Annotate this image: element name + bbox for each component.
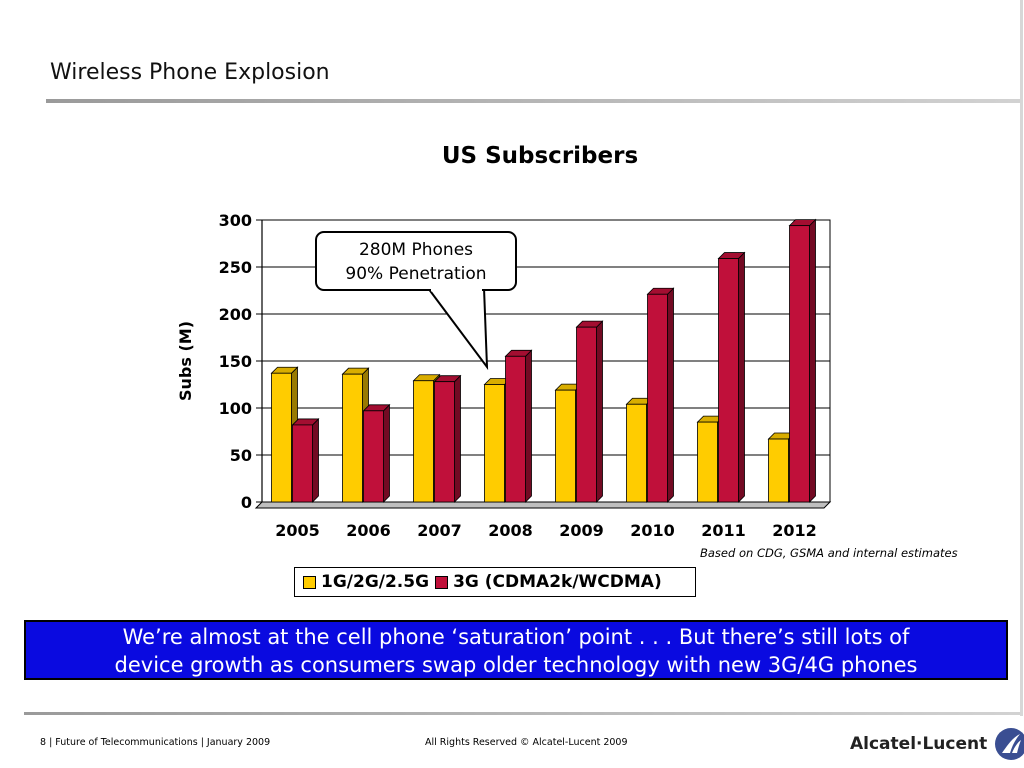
callout-line-1: We’re almost at the cell phone ‘saturati… bbox=[122, 625, 910, 649]
x-tick-label: 2008 bbox=[488, 521, 533, 540]
y-tick-label: 150 bbox=[219, 352, 252, 371]
bar-series2 bbox=[363, 410, 384, 503]
bar-series2 bbox=[576, 326, 597, 503]
title-divider bbox=[46, 99, 1020, 103]
logo-wordmark: Alcatel·Lucent bbox=[850, 734, 988, 754]
legend-label-series1: 1G/2G/2.5G bbox=[321, 572, 430, 592]
bar-series1 bbox=[555, 389, 576, 503]
y-tick-label: 300 bbox=[219, 211, 252, 230]
plot-floor bbox=[254, 501, 832, 509]
bar-series1 bbox=[271, 372, 292, 503]
y-tick-label: 200 bbox=[219, 305, 252, 324]
chart-legend: 1G/2G/2.5G 3G (CDMA2k/WCDMA) bbox=[294, 567, 696, 597]
footer-copyright: All Rights Reserved © Alcatel-Lucent 200… bbox=[425, 737, 628, 748]
legend-item-series1: 1G/2G/2.5G bbox=[303, 572, 429, 592]
callout-line-2: device growth as consumers swap older te… bbox=[114, 653, 918, 677]
logo-icon bbox=[995, 728, 1024, 760]
x-tick-label: 2012 bbox=[772, 521, 817, 540]
bar-side bbox=[596, 320, 603, 503]
x-tick-label: 2006 bbox=[346, 521, 391, 540]
slide-title: Wireless Phone Explosion bbox=[50, 60, 330, 85]
bar-series2 bbox=[292, 424, 313, 503]
company-logo: Alcatel·Lucent bbox=[850, 726, 1024, 762]
bar-series1 bbox=[413, 380, 434, 503]
chart-title: US Subscribers bbox=[441, 143, 639, 169]
source-note: Based on CDG, GSMA and internal estimate… bbox=[700, 546, 958, 560]
y-tick-label: 0 bbox=[241, 493, 252, 512]
y-tick-label: 250 bbox=[219, 258, 252, 277]
bar-series1 bbox=[342, 373, 363, 503]
footer-divider bbox=[24, 712, 1020, 715]
bar-series2 bbox=[718, 258, 739, 503]
x-tick-label: 2005 bbox=[275, 521, 320, 540]
annotation-box bbox=[315, 231, 517, 291]
bar-side bbox=[383, 403, 390, 503]
x-tick-label: 2011 bbox=[701, 521, 746, 540]
bar-series2 bbox=[505, 355, 526, 503]
bar-series1 bbox=[626, 403, 647, 503]
callout-box: We’re almost at the cell phone ‘saturati… bbox=[24, 620, 1008, 680]
legend-swatch-series2 bbox=[435, 575, 449, 589]
y-tick-label: 50 bbox=[230, 446, 252, 465]
bar-series2 bbox=[789, 225, 810, 503]
bar-series2 bbox=[434, 381, 455, 503]
y-tick-label: 100 bbox=[219, 399, 252, 418]
bar-series1 bbox=[484, 384, 505, 503]
y-axis-label: Subs (M) bbox=[176, 321, 195, 401]
legend-swatch-series1 bbox=[303, 575, 316, 589]
annotation-line-1: 280M Phones bbox=[359, 240, 473, 260]
x-tick-label: 2007 bbox=[417, 521, 462, 540]
bar-side bbox=[454, 374, 461, 503]
legend-item-series2: 3G (CDMA2k/WCDMA) bbox=[435, 572, 662, 592]
bar-side bbox=[809, 218, 816, 503]
bar-side bbox=[738, 251, 745, 503]
x-tick-label: 2010 bbox=[630, 521, 675, 540]
bar-series2 bbox=[647, 293, 668, 503]
legend-label-series2: 3G (CDMA2k/WCDMA) bbox=[453, 572, 662, 592]
bar-side bbox=[525, 349, 532, 503]
annotation-line-2: 90% Penetration bbox=[345, 264, 486, 284]
bar-side bbox=[312, 417, 319, 503]
footer-page-info: 8 | Future of Telecommunications | Janua… bbox=[40, 737, 271, 748]
right-edge-divider bbox=[1020, 0, 1023, 716]
bar-series1 bbox=[768, 438, 789, 503]
bar-series1 bbox=[697, 421, 718, 503]
bar-side bbox=[667, 287, 674, 503]
x-tick-label: 2009 bbox=[559, 521, 604, 540]
